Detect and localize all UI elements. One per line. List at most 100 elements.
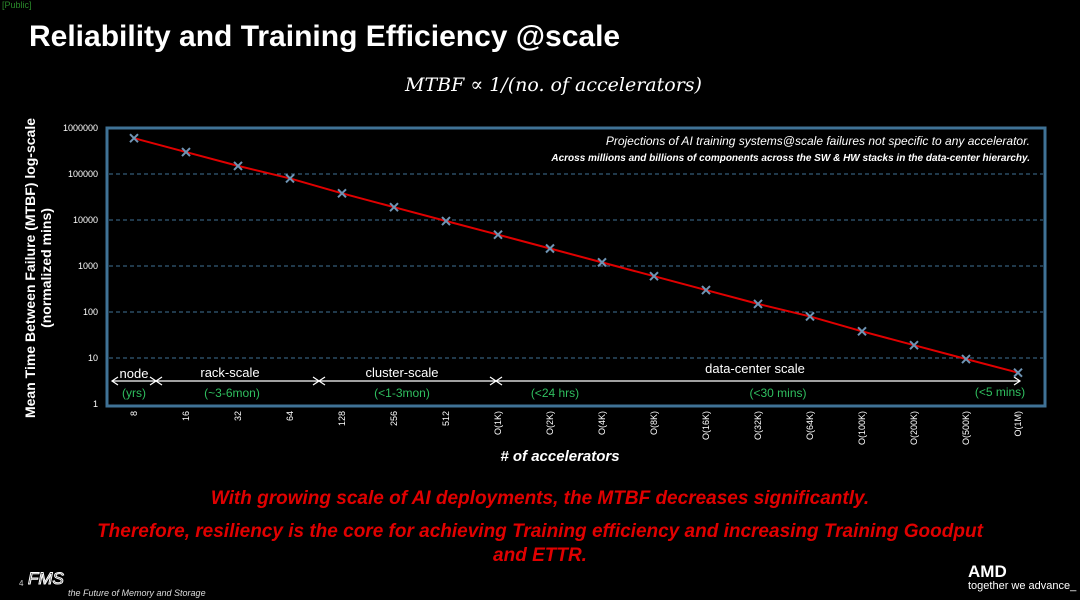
y-tick-label: 10000: [73, 215, 98, 225]
marker-stroke: [493, 229, 503, 240]
conclusion-line-3: and ETTR.: [493, 545, 587, 566]
segment-node: node: [120, 366, 149, 381]
data-point: [285, 173, 295, 184]
x-tick-label: O(100K): [857, 411, 867, 445]
x-tick-label: 8: [129, 411, 139, 416]
data-point: [701, 285, 711, 295]
marker-stroke: [649, 271, 659, 281]
dc-range-30min: (<30 mins): [749, 386, 806, 400]
marker-stroke: [701, 285, 711, 295]
data-point: [909, 340, 919, 350]
marker-stroke: [337, 188, 347, 199]
y-tick-label: 1000000: [63, 123, 98, 133]
x-tick-label: 256: [389, 411, 399, 426]
amd-logo: AMD: [968, 562, 1007, 581]
marker-stroke: [441, 216, 451, 226]
x-tick-label: 32: [233, 411, 243, 421]
segment-cluster: cluster-scale: [366, 365, 439, 380]
x-tick-label: O(200K): [909, 411, 919, 445]
marker-stroke: [753, 299, 763, 309]
slide-title: Reliability and Training Efficiency @sca…: [29, 20, 621, 53]
x-tick-label: 64: [285, 411, 295, 421]
series-line: [133, 137, 1019, 374]
data-point: [129, 133, 139, 143]
data-point: [441, 216, 451, 226]
x-tick-labels: 8 16 32 64 128 256 512 O(1K) O(2K) O(4K) O(8K) O(16…: [129, 411, 1023, 445]
grid-lines: [109, 173, 1043, 359]
marker-stroke: [233, 161, 243, 171]
data-point: [649, 271, 659, 281]
marker-stroke: [389, 202, 399, 212]
data-point: [857, 326, 867, 337]
x-axis-title: # of accelerators: [500, 448, 620, 465]
conclusion-line-2: Therefore, resiliency is the core for ac…: [97, 521, 983, 542]
segment-datacenter: data-center scale: [705, 361, 805, 376]
marker-stroke: [1013, 367, 1023, 378]
data-point: [493, 229, 503, 240]
x-tick-label: O(64K): [805, 411, 815, 440]
x-tick-label: O(2K): [545, 411, 555, 435]
marker-stroke: [285, 173, 295, 184]
arrow-head-left: [317, 376, 326, 386]
marker-stroke: [961, 354, 971, 364]
marker-stroke: [545, 243, 555, 254]
x-tick-label: O(16K): [701, 411, 711, 440]
y-tick-label: 1: [93, 399, 98, 409]
scale-segments: node (yrs) rack-scale (~3-6mon) cluster-scal…: [110, 361, 1025, 400]
classification-tag: [Public]: [2, 0, 32, 10]
dc-range-24h: (<24 hrs): [531, 386, 579, 400]
marker-stroke: [909, 340, 919, 350]
mtbf-formula: MTBF ∝ 1/(no. of accelerators): [405, 74, 702, 96]
x-tick-label: O(500K): [961, 411, 971, 445]
arrow-head-left: [154, 376, 163, 386]
data-point: [597, 257, 607, 268]
fms-logo-text: FMS: [28, 569, 65, 588]
marker-stroke: [805, 311, 815, 322]
data-point: [233, 161, 243, 171]
segment-rack-range: (~3-6mon): [204, 386, 260, 400]
x-tick-label: 128: [337, 411, 347, 426]
fms-logo: FMS: [28, 569, 65, 589]
arrow-head-left: [110, 376, 119, 386]
amd-tagline: together we advance_: [968, 580, 1077, 592]
y-tick-label: 10: [88, 353, 98, 363]
y-tick-label: 100: [83, 307, 98, 317]
segment-rack: rack-scale: [200, 365, 259, 380]
x-tick-label: O(4K): [597, 411, 607, 435]
y-axis-title: Mean Time Between Failure (MTBF) log-sca…: [22, 117, 54, 419]
arrow-head-left: [494, 376, 503, 386]
arrow-head-right: [1013, 376, 1022, 386]
components-note: Across millions and billions of componen…: [551, 153, 1030, 164]
x-tick-label: O(1K): [493, 411, 503, 435]
x-tick-label: 16: [181, 411, 191, 421]
projection-note: Projections of AI training systems@scale…: [605, 134, 1030, 148]
data-point: [961, 354, 971, 364]
dc-range-5min: (<5 mins): [975, 385, 1025, 399]
marker-stroke: [181, 147, 191, 157]
conclusion-line-1: With growing scale of AI deployments, th…: [210, 488, 870, 509]
y-tick-labels: 1000000 100000 10000 1000 100 10 1: [63, 123, 98, 409]
segment-node-range: (yrs): [122, 386, 146, 400]
marker-stroke: [597, 257, 607, 268]
segment-cluster-range: (<1-3mon): [374, 386, 430, 400]
x-tick-label: O(8K): [649, 411, 659, 435]
data-point: [389, 202, 399, 212]
marker-stroke: [857, 326, 867, 337]
plot-frame: [105, 126, 1047, 408]
data-series: [129, 133, 1023, 378]
x-tick-label: O(32K): [753, 411, 763, 440]
x-tick-label: 512: [441, 411, 451, 426]
data-point: [181, 147, 191, 157]
y-tick-label: 1000: [78, 261, 98, 271]
page-number: 4: [19, 579, 24, 588]
y-tick-label: 100000: [68, 169, 98, 179]
data-point: [753, 299, 763, 309]
data-point: [1013, 367, 1023, 378]
marker-stroke: [129, 133, 139, 143]
data-point: [805, 311, 815, 322]
x-tick-label: O(1M): [1013, 411, 1023, 437]
fms-tagline: the Future of Memory and Storage: [68, 588, 206, 598]
data-point: [545, 243, 555, 254]
data-point: [337, 188, 347, 199]
